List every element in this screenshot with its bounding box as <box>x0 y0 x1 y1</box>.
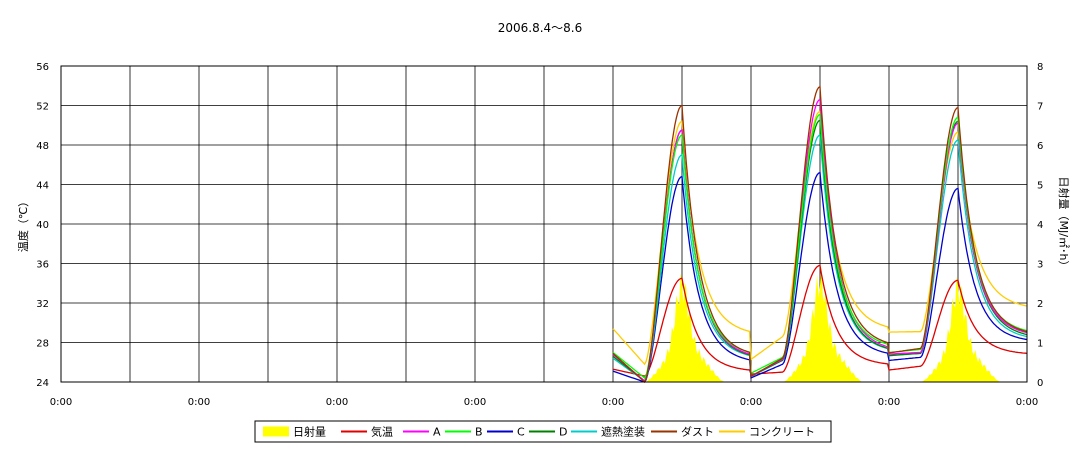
plot-frame <box>60 65 1028 383</box>
y-axis-label: 温度（℃） <box>16 196 30 252</box>
x-tick-label: 0:00 <box>188 397 210 408</box>
y2-tick-label: 8 <box>1037 62 1043 73</box>
y2-tick-label: 4 <box>1037 220 1043 231</box>
legend-label: ダスト <box>681 425 714 439</box>
legend: 日射量 気温 A B C D 遮熱塗装 ダスト コンクリート <box>254 420 832 443</box>
y-tick-label: 40 <box>36 220 49 231</box>
series-コンクリート <box>612 110 1028 366</box>
y2-tick-label: 5 <box>1037 181 1043 192</box>
series-B <box>612 113 1028 380</box>
x-tick-label: 0:00 <box>50 397 72 408</box>
legend-label: 遮熱塗装 <box>601 425 645 439</box>
right-axis-ticks: 8 7 6 5 4 3 2 1 0 <box>1037 62 1043 389</box>
series-日射量 <box>613 265 1027 382</box>
y-tick-label: 44 <box>36 181 49 192</box>
x-tick-label: 0:00 <box>1016 397 1038 408</box>
x-axis-ticks: 0:00 0:00 0:00 0:00 0:00 0:00 0:00 0:00 <box>50 397 1038 408</box>
y2-tick-label: 2 <box>1037 299 1043 310</box>
series-C <box>612 171 1028 383</box>
y2-tick-label: 1 <box>1037 339 1043 350</box>
y-tick-label: 36 <box>36 260 49 271</box>
legend-label: 気温 <box>371 425 393 439</box>
series-ダスト <box>612 85 1028 384</box>
legend-swatch <box>263 426 289 437</box>
grid-lines <box>61 66 1027 382</box>
series-気温 <box>612 264 1028 377</box>
y-tick-label: 32 <box>36 299 49 310</box>
y-tick-label: 24 <box>36 378 49 389</box>
x-tick-label: 0:00 <box>464 397 486 408</box>
y2-tick-label: 7 <box>1037 102 1043 113</box>
x-tick-label: 0:00 <box>878 397 900 408</box>
legend-label: C <box>517 426 525 439</box>
legend-label: A <box>433 426 441 439</box>
legend-label: 日射量 <box>293 425 326 439</box>
y-tick-label: 56 <box>36 62 49 73</box>
series-lines <box>612 85 1028 384</box>
y2-tick-label: 6 <box>1037 141 1043 152</box>
legend-label: D <box>559 426 567 439</box>
legend-label: B <box>475 426 483 439</box>
solar-radiation-area <box>613 265 1027 382</box>
y-tick-label: 48 <box>36 141 49 152</box>
y2-axis-label: 日射量（MJ/㎡･h） <box>1057 177 1071 272</box>
chart-title: 2006.8.4～8.6 <box>498 21 583 35</box>
y-tick-label: 52 <box>36 102 49 113</box>
y2-tick-label: 0 <box>1037 378 1043 389</box>
legend-label: コンクリート <box>749 426 815 439</box>
x-tick-label: 0:00 <box>326 397 348 408</box>
x-tick-label: 0:00 <box>740 397 762 408</box>
y2-tick-label: 3 <box>1037 260 1043 271</box>
left-axis-ticks: 56 52 48 44 40 36 32 28 24 <box>36 62 49 389</box>
x-tick-label: 0:00 <box>602 397 624 408</box>
series-遮熱塗装 <box>612 134 1028 382</box>
y-tick-label: 28 <box>36 339 49 350</box>
